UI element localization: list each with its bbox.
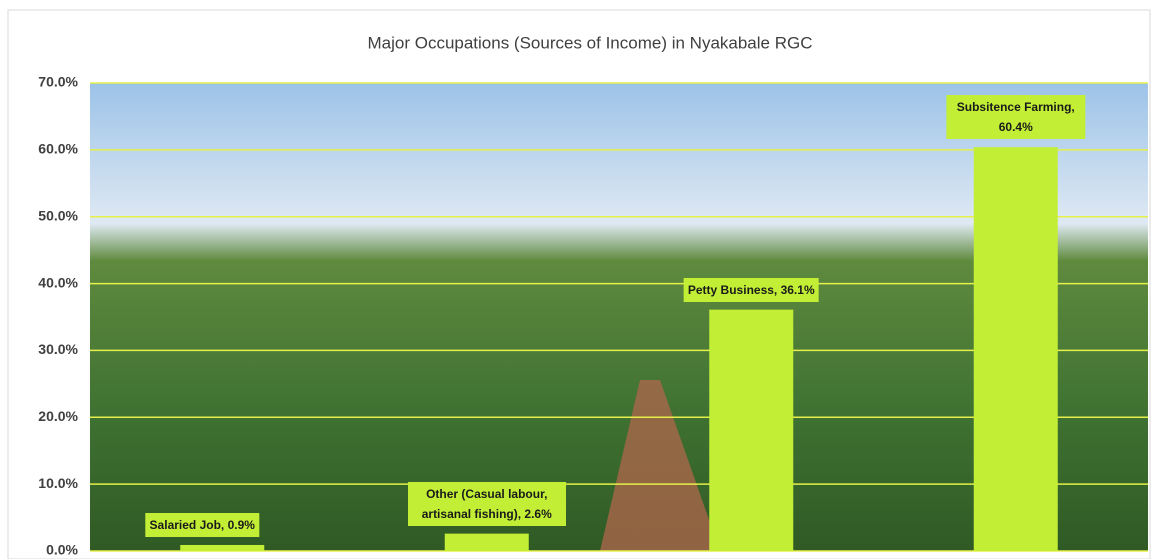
data-label: Petty Business, 36.1% xyxy=(683,277,819,302)
bar xyxy=(444,533,529,551)
data-label: Subsitence Farming, 60.4% xyxy=(946,95,1086,140)
bar xyxy=(709,309,794,551)
y-tick-label: 10.0% xyxy=(38,475,78,491)
bar xyxy=(973,147,1058,551)
y-tick-label: 20.0% xyxy=(38,408,78,424)
bar xyxy=(180,544,265,551)
y-tick-label: 40.0% xyxy=(38,274,78,290)
data-label: Other (Casual labour, artisanal fishing)… xyxy=(407,481,566,526)
chart-title: Major Occupations (Sources of Income) in… xyxy=(367,33,812,52)
y-tick-label: 30.0% xyxy=(38,341,78,357)
data-label: Salaried Job, 0.9% xyxy=(145,512,259,537)
y-tick-label: 50.0% xyxy=(38,207,78,223)
y-tick-label: 0.0% xyxy=(46,542,78,558)
y-tick-label: 70.0% xyxy=(38,74,78,90)
y-tick-label: 60.0% xyxy=(38,141,78,157)
path-decoration xyxy=(600,380,720,551)
